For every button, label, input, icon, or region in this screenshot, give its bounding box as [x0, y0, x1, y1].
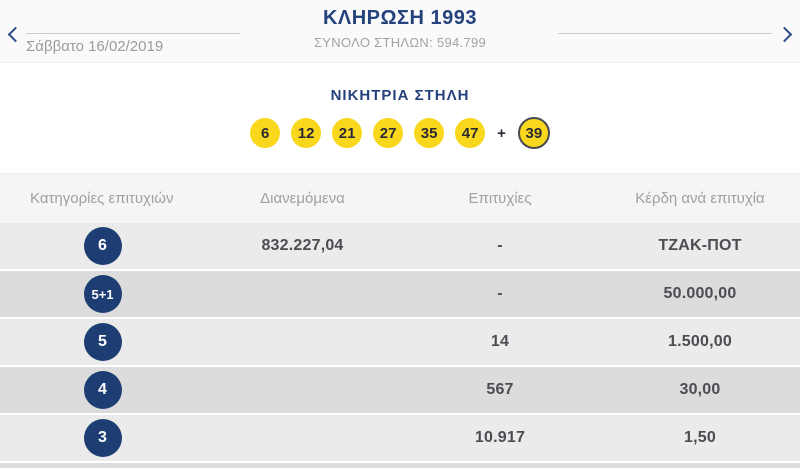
prize-categories-table: Κατηγορίες επιτυχιών Διανεμόμενα Επιτυχί…	[0, 173, 800, 468]
winning-column-section: ΝΙΚΗΤΡΙΑ ΣΤΗΛΗ 6 12 21 27 35 47 + 39	[0, 63, 800, 173]
total-columns-label: ΣΥΝΟΛΟ ΣΤΗΛΩΝ: 594.799	[313, 35, 487, 50]
draw-header: Σάββατο 16/02/2019 ΚΛΗΡΩΣΗ 1993 ΣΥΝΟΛΟ Σ…	[0, 0, 800, 63]
column-header-distributed: Διανεμόμενα	[260, 190, 345, 207]
prize-value: 50.000,00	[663, 285, 737, 302]
winning-numbers-row: 6 12 21 27 35 47 + 39	[0, 117, 800, 149]
table-row: 6 832.227,04 - ΤΖΑΚ-ΠΟΤ	[0, 223, 800, 269]
distributed-value: 832.227,04	[261, 237, 344, 254]
category-badge: 3	[83, 419, 122, 457]
draw-date: Σάββατο 16/02/2019	[26, 38, 164, 55]
table-row: 5+1 - 50.000,00	[0, 271, 800, 317]
winning-column-title: ΝΙΚΗΤΡΙΑ ΣΤΗΛΗ	[330, 87, 470, 104]
table-row: 4 567 30,00	[0, 367, 800, 413]
winners-value: 14	[490, 333, 510, 350]
winning-number-ball: 47	[455, 118, 486, 148]
prize-value: 1,50	[684, 429, 716, 446]
winning-number-ball: 12	[291, 118, 322, 148]
chevron-right-icon[interactable]	[779, 27, 793, 41]
prize-value: ΤΖΑΚ-ΠΟΤ	[658, 237, 742, 254]
winning-number-ball: 21	[332, 118, 363, 148]
bonus-number-ball: 39	[517, 117, 550, 149]
column-header-winners: Επιτυχίες	[468, 190, 532, 207]
right-divider-line	[558, 33, 772, 34]
winning-number-ball: 6	[250, 118, 281, 148]
prize-value: 30,00	[679, 381, 721, 398]
left-divider-line	[26, 33, 240, 34]
plus-sign: +	[497, 124, 506, 142]
category-badge: 4	[83, 371, 122, 409]
prize-value: 1.500,00	[668, 333, 732, 350]
table-row: 3 10.917 1,50	[0, 415, 800, 461]
category-badge: 5	[83, 323, 122, 361]
winners-value: -	[497, 237, 503, 254]
winning-number-ball: 27	[373, 118, 404, 148]
category-badge: 5+1	[83, 275, 122, 313]
category-badge: 6	[83, 227, 122, 265]
table-row: 5 14 1.500,00	[0, 319, 800, 365]
next-row-partial	[0, 463, 800, 468]
winning-number-ball: 35	[414, 118, 445, 148]
winners-value: 567	[486, 381, 514, 398]
draw-title: ΚΛΗΡΩΣΗ 1993	[322, 7, 478, 29]
winners-value: 10.917	[474, 429, 526, 446]
column-header-categories: Κατηγορίες επιτυχιών	[30, 190, 174, 207]
column-header-prize: Κέρδη ανά επιτυχία	[635, 190, 765, 207]
table-header-row: Κατηγορίες επιτυχιών Διανεμόμενα Επιτυχί…	[0, 173, 800, 223]
winners-value: -	[497, 285, 503, 302]
